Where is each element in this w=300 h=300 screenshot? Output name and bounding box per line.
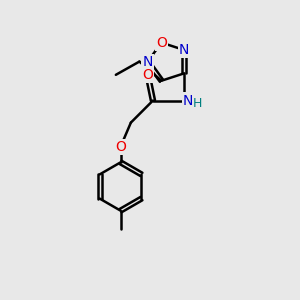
Text: H: H (192, 97, 202, 110)
Text: O: O (142, 68, 153, 82)
Text: N: N (183, 94, 194, 107)
Text: N: N (179, 43, 189, 57)
Text: O: O (156, 36, 167, 50)
Text: O: O (115, 140, 126, 154)
Text: N: N (142, 55, 153, 69)
